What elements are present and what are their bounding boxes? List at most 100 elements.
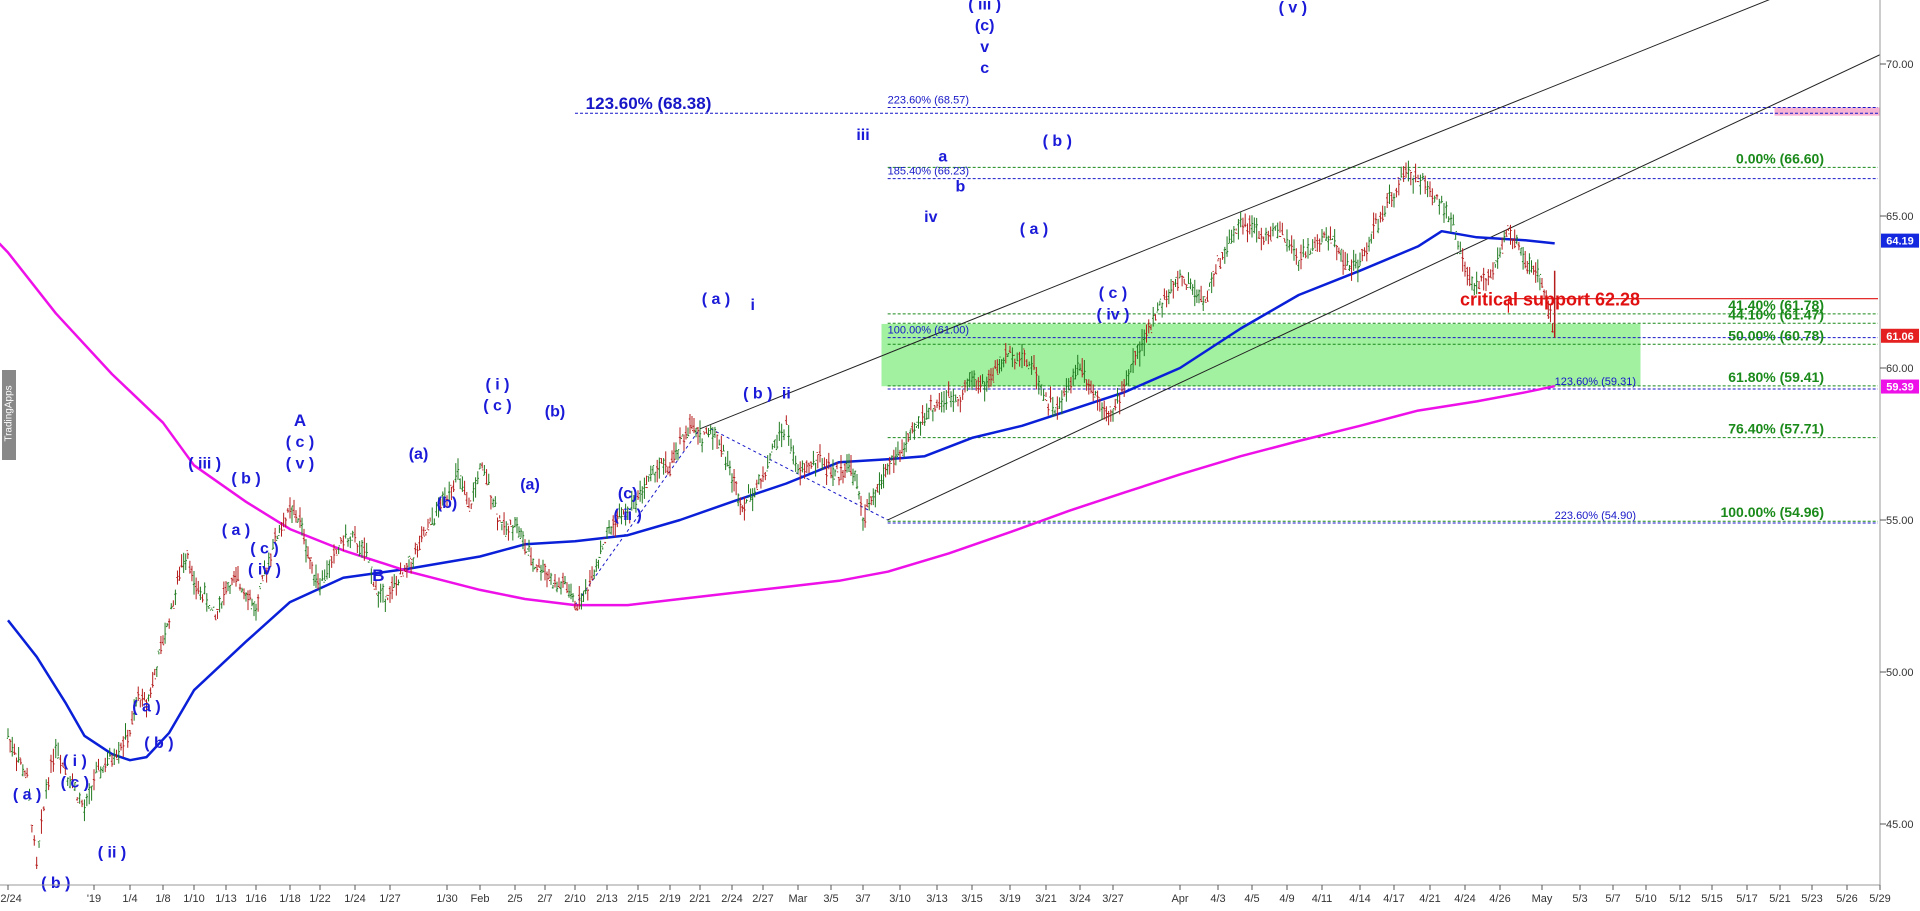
wave-label: i: [750, 297, 754, 314]
price-bar: [1395, 187, 1398, 198]
price-bar: [61, 762, 65, 768]
price-bar: [968, 372, 971, 388]
plot-area: [0, 0, 1880, 869]
price-bar: [1023, 348, 1026, 366]
x-tick-label: 1/4: [122, 893, 137, 905]
price-bar: [1445, 201, 1448, 219]
price-bar: [420, 526, 423, 543]
price-bar: [843, 463, 847, 479]
price-bar: [963, 379, 967, 393]
price-bar: [1152, 306, 1155, 327]
price-bar: [379, 583, 382, 603]
price-bar: [825, 458, 828, 485]
price-bar: [1320, 229, 1324, 245]
price-bar: [1538, 273, 1542, 291]
price-bar: [470, 500, 473, 510]
price-bar: [632, 495, 636, 510]
price-bar: [1008, 345, 1012, 353]
price-bar: [414, 542, 417, 555]
price-bar: [130, 710, 134, 725]
price-bar: [509, 519, 512, 528]
price-bar: [1253, 217, 1256, 234]
price-bar: [1348, 265, 1351, 272]
price-bar: [35, 856, 38, 869]
price-bar: [73, 782, 77, 791]
price-bar: [370, 566, 373, 585]
price-bar: [1542, 289, 1546, 300]
price-bar: [1085, 379, 1088, 391]
price-bar: [426, 518, 430, 531]
price-bar: [337, 545, 340, 555]
price-bar: [1127, 369, 1130, 386]
price-bar: [456, 458, 460, 480]
price-bar: [931, 408, 935, 422]
x-tick-label: 1/22: [309, 893, 330, 905]
price-bar: [551, 582, 555, 589]
price-bar: [263, 560, 266, 577]
price-bar: [1047, 403, 1050, 416]
price-bar: [557, 577, 561, 589]
price-bar: [890, 455, 893, 464]
price-bar: [85, 793, 89, 807]
price-bar: [1210, 272, 1213, 294]
price-bar: [52, 748, 55, 772]
wave-label: iii: [856, 127, 869, 144]
price-bar: [1032, 355, 1036, 371]
x-tick-label: 4/14: [1349, 893, 1370, 905]
level-label: 223.60% (68.57): [888, 94, 969, 106]
price-bar: [711, 427, 714, 450]
price-bar: [1276, 222, 1279, 239]
price-bar: [170, 603, 173, 610]
price-bar: [1316, 234, 1319, 252]
price-bar: [99, 766, 102, 779]
wave-label: ( a ): [1020, 221, 1048, 238]
price-bar: [306, 546, 310, 559]
price-bar: [172, 600, 175, 609]
price-bar: [575, 604, 579, 611]
price-bar: [1426, 181, 1429, 198]
price-bar: [1386, 192, 1389, 208]
price-bar: [609, 526, 613, 535]
price-bar: [505, 521, 508, 537]
price-bar: [312, 574, 316, 586]
price-bar: [535, 564, 539, 573]
price-bar: [1484, 278, 1488, 292]
price-bar: [40, 809, 43, 834]
price-bar: [1402, 166, 1405, 182]
x-tick-label: 5/12: [1669, 893, 1690, 905]
price-bar: [672, 442, 676, 463]
price-bar: [1456, 240, 1460, 255]
price-bar: [15, 753, 18, 772]
price-bar: [1037, 375, 1040, 395]
price-bar: [1337, 247, 1341, 254]
wave-label: (a): [520, 477, 540, 494]
price-bar: [149, 687, 152, 698]
x-tick-label: Mar: [789, 893, 808, 905]
price-bar: [1302, 239, 1305, 258]
price-bar: [942, 391, 946, 413]
price-bar: [1176, 270, 1179, 291]
price-bar: [314, 564, 318, 588]
price-bar: [1004, 343, 1007, 364]
price-bar: [678, 427, 682, 445]
price-bar: [1285, 229, 1289, 252]
price-bar: [265, 567, 268, 583]
price-bar: [1089, 380, 1093, 394]
price-bar: [863, 504, 867, 528]
x-tick-label: Apr: [1171, 893, 1188, 905]
price-bar: [547, 568, 551, 582]
price-bar: [584, 579, 587, 595]
price-bar: [1160, 302, 1164, 318]
price-bar: [441, 491, 444, 506]
price-bar: [987, 369, 991, 388]
price-bar: [1473, 283, 1476, 296]
price-bar: [390, 576, 394, 600]
price-bar: [1292, 239, 1296, 261]
price-bar: [734, 481, 738, 496]
price-bar: [1503, 231, 1506, 243]
level-label: 100.00% (61.00): [888, 325, 969, 337]
price-bar: [692, 417, 696, 434]
price-bar: [252, 601, 256, 617]
price-bar: [1515, 234, 1518, 245]
price-bar: [153, 668, 156, 680]
